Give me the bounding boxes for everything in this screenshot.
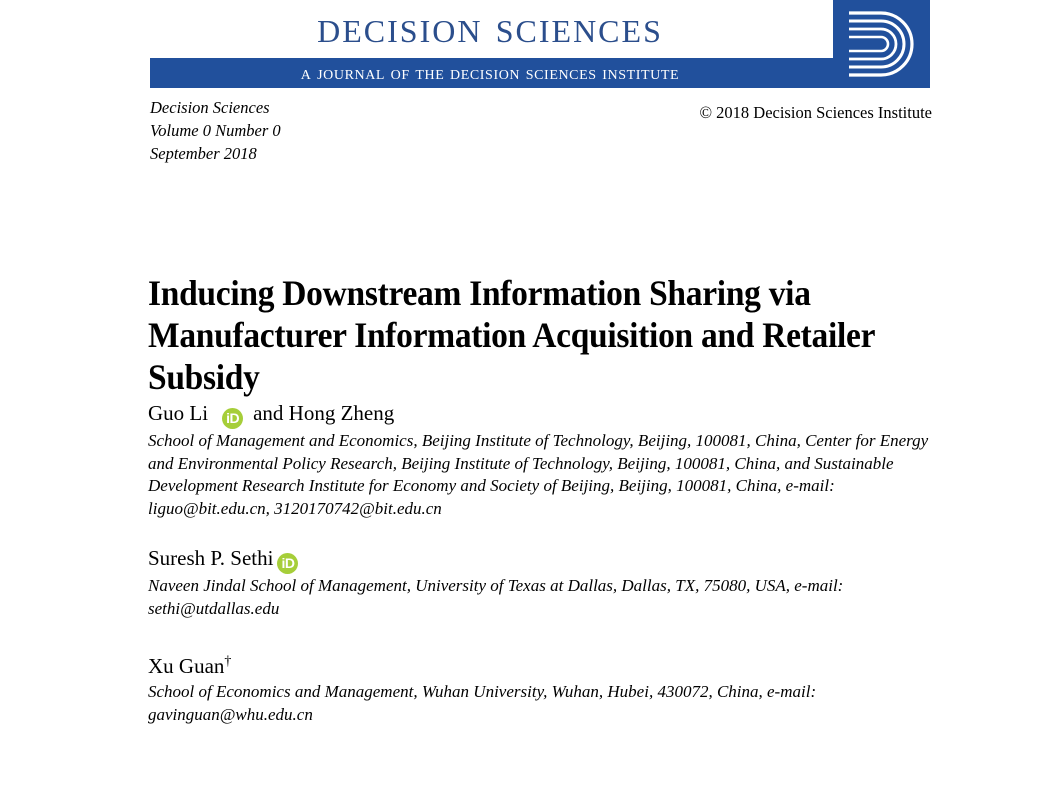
orcid-id-icon[interactable]: iD bbox=[222, 408, 244, 429]
paper-title: Inducing Downstream Information Sharing … bbox=[148, 273, 875, 398]
author-block: Suresh P. Sethi iD Naveen Jindal School o… bbox=[148, 545, 948, 620]
author-name: Xu Guan† bbox=[148, 648, 948, 680]
journal-wordmark: Decision Sciences bbox=[317, 2, 663, 52]
author-name-primary: Suresh P. Sethi bbox=[148, 546, 274, 570]
corresponding-author-dagger: † bbox=[224, 654, 232, 669]
orcid-id-icon[interactable]: iD bbox=[277, 553, 299, 574]
author-name: Suresh P. Sethi iD bbox=[148, 545, 948, 574]
issue-journal-name: Decision Sciences bbox=[150, 98, 270, 117]
author-block: Xu Guan† School of Economics and Managem… bbox=[148, 648, 948, 726]
author-block: Guo Li iD and Hong Zheng School of Managem… bbox=[148, 400, 948, 520]
author-name-primary: Guo Li bbox=[148, 401, 209, 425]
author-affiliation: Naveen Jindal School of Management, Univ… bbox=[148, 576, 844, 618]
copyright-notice: © 2018 Decision Sciences Institute bbox=[699, 103, 933, 122]
masthead-blue-bar bbox=[150, 58, 930, 88]
author-name: Guo Li iD and Hong Zheng bbox=[148, 400, 948, 429]
author-affiliation: School of Management and Economics, Beij… bbox=[148, 431, 929, 518]
author-list: Guo Li iD and Hong Zheng School of Managem… bbox=[148, 400, 948, 726]
author-name-primary: Xu Guan bbox=[148, 654, 225, 678]
issue-info: Decision Sciences Volume 0 Number 0 Sept… bbox=[150, 96, 281, 165]
author-affiliation: School of Economics and Management, Wuha… bbox=[148, 682, 817, 724]
issue-date: September 2018 bbox=[150, 144, 257, 163]
journal-masthead: Decision Sciences A Journal of the Decis… bbox=[0, 0, 1054, 90]
issue-volume-number: Volume 0 Number 0 bbox=[150, 121, 281, 140]
decision-sciences-d-logo-icon bbox=[833, 0, 930, 88]
journal-strapline: A Journal of the Decision Sciences Insti… bbox=[300, 62, 680, 84]
author-name-secondary: and Hong Zheng bbox=[253, 401, 395, 425]
